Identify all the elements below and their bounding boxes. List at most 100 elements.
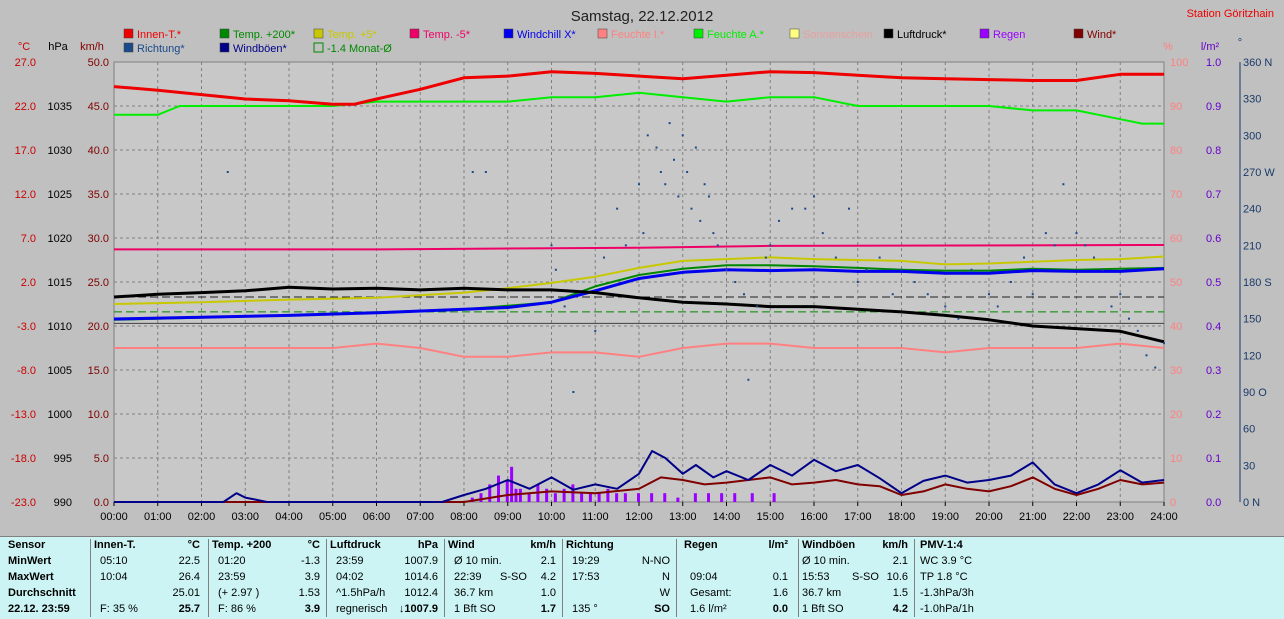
rain-tick-label: 0.5 — [1206, 277, 1221, 289]
temp200-column: Temp. +200 °C 01:20 -1.3 23:59 3.9 (+ 2.97 ) 1.… — [212, 537, 324, 619]
rain-tick-label: 0.7 — [1206, 189, 1221, 201]
time-tick-label: 13:00 — [669, 511, 697, 523]
stats-divider — [914, 539, 915, 617]
direction-point — [1084, 244, 1087, 247]
rain-bar — [514, 488, 518, 502]
temp200-value: 3.9 — [304, 603, 320, 615]
druck-value: 1012.4 — [404, 587, 438, 599]
wind-direction: S-SO — [500, 571, 527, 583]
kmh-tick-label: 25.0 — [88, 277, 109, 289]
boeen-value: 2.1 — [892, 555, 908, 567]
druck-time: 04:02 — [336, 571, 364, 583]
stats-divider — [676, 539, 677, 617]
legend-swatch-temp-5 — [313, 28, 324, 39]
legend-swatch-luftdruck — [883, 28, 894, 39]
legend-swatch-1-4-monat — [313, 42, 324, 53]
direction-point — [747, 378, 750, 381]
pmv-value: -1.0hPa/1h — [920, 603, 974, 615]
direction-tick-label: 90 O — [1243, 387, 1267, 399]
direction-point — [471, 171, 474, 173]
percent-tick-label: 90 — [1170, 101, 1182, 113]
wind-unit: km/h — [530, 539, 556, 551]
pmv-row: WC 3.9 °C — [920, 553, 1040, 569]
time-tick-label: 06:00 — [363, 511, 391, 523]
wind-value: 4.2 — [540, 571, 556, 583]
rain-unit-label: l/m² — [1201, 41, 1220, 53]
legend-swatch-wind — [1073, 28, 1084, 39]
temp200-unit: °C — [307, 539, 320, 551]
time-tick-label: 08:00 — [450, 511, 478, 523]
boeen-unit: km/h — [882, 539, 908, 551]
druck-unit: hPa — [417, 539, 438, 551]
time-tick-label: 03:00 — [231, 511, 259, 523]
rain-bar — [615, 493, 619, 502]
celsius-tick-label: 17.0 — [15, 145, 36, 157]
rain-bar — [510, 466, 514, 502]
direction-point — [734, 281, 737, 283]
temp200-row: 23:59 3.9 — [212, 569, 324, 585]
rain-bar — [707, 493, 710, 502]
pmv-header-row: PMV-1:4 — [920, 537, 1040, 553]
hpa-unit-label: hPa — [48, 41, 68, 53]
rain-bar — [527, 493, 531, 502]
right-axes: % l/m² °10090807060504030201001.00.90.80.7… — [1163, 37, 1275, 509]
direction-point — [756, 305, 759, 308]
time-tick-label: 09:00 — [494, 511, 522, 523]
rain-tick-label: 1.0 — [1206, 57, 1221, 69]
direction-tick-label: 150 — [1243, 314, 1261, 326]
celsius-tick-label: -18.0 — [11, 453, 36, 465]
boeen-time: Ø 10 min. — [802, 555, 850, 567]
hpa-tick-label: 1025 — [48, 189, 72, 201]
pmv-row: TP 1.8 °C — [920, 569, 1040, 585]
rain-tick-label: 0.2 — [1206, 409, 1221, 421]
direction-unit-label: ° — [1238, 37, 1242, 49]
legend: Innen-T.* Temp. +200* Temp. +5* Temp. -5* Wi… — [123, 28, 1117, 55]
legend-label-richtung: Richtung* — [137, 43, 185, 55]
kmh-tick-label: 30.0 — [88, 233, 109, 245]
direction-point — [703, 183, 706, 186]
innen-value: 22.5 — [178, 555, 200, 567]
time-tick-label: 15:00 — [756, 511, 784, 523]
rain-bar — [750, 493, 754, 502]
boeen-row: 36.7 km 1.5 — [802, 585, 912, 601]
direction-point — [616, 207, 619, 210]
hpa-tick-label: 1010 — [48, 321, 72, 333]
temp200-row: (+ 2.97 ) 1.53 — [212, 585, 324, 601]
wind-value: 1.0 — [540, 587, 556, 599]
rain-bar — [505, 480, 509, 502]
stats-divider — [208, 539, 209, 617]
rain-bar — [588, 493, 592, 502]
percent-tick-label: 0 — [1170, 497, 1176, 509]
innen-time: 10:04 — [100, 571, 128, 583]
legend-label-innen-t: Innen-T.* — [137, 29, 182, 41]
temp200-value: 3.9 — [304, 571, 320, 583]
innen-row: 10:04 26.4 — [94, 569, 204, 585]
direction-point — [1044, 232, 1047, 235]
temp200-value: -1.3 — [301, 555, 320, 567]
direction-point — [563, 305, 566, 308]
direction-point — [957, 317, 960, 320]
kmh-tick-label: 5.0 — [94, 453, 109, 465]
percent-tick-label: 70 — [1170, 189, 1182, 201]
direction-point — [900, 268, 903, 271]
sensor-header-row: Sensor — [8, 537, 90, 553]
rain-bar — [606, 488, 610, 502]
regen-bars — [470, 466, 776, 502]
direction-point — [725, 268, 728, 271]
direction-point — [970, 268, 973, 271]
hpa-tick-label: 1000 — [48, 409, 72, 421]
celsius-tick-label: 12.0 — [15, 189, 36, 201]
pmv-column: PMV-1:4 WC 3.9 °C TP 1.8 °C -1.3hPa/3h -1.0h… — [920, 537, 1040, 619]
time-tick-label: 12:00 — [625, 511, 653, 523]
druck-header-row: Luftdruck hPa — [330, 537, 442, 553]
stats-divider — [562, 539, 563, 617]
time-axis: 00:00 01:00 02:00 03:00 04:00 05:00 06:00 07:00… — [100, 502, 1178, 523]
druck-header: Luftdruck — [330, 539, 381, 551]
direction-tick-label: 0 N — [1243, 497, 1260, 509]
time-tick-label: 05:00 — [319, 511, 347, 523]
pmv-header: PMV-1:4 — [920, 539, 963, 551]
direction-tick-label: 300 — [1243, 130, 1261, 142]
sensor-row: MinWert — [8, 553, 90, 569]
direction-point — [1128, 317, 1130, 320]
legend-label-temp-5: Temp. +5* — [327, 29, 378, 41]
